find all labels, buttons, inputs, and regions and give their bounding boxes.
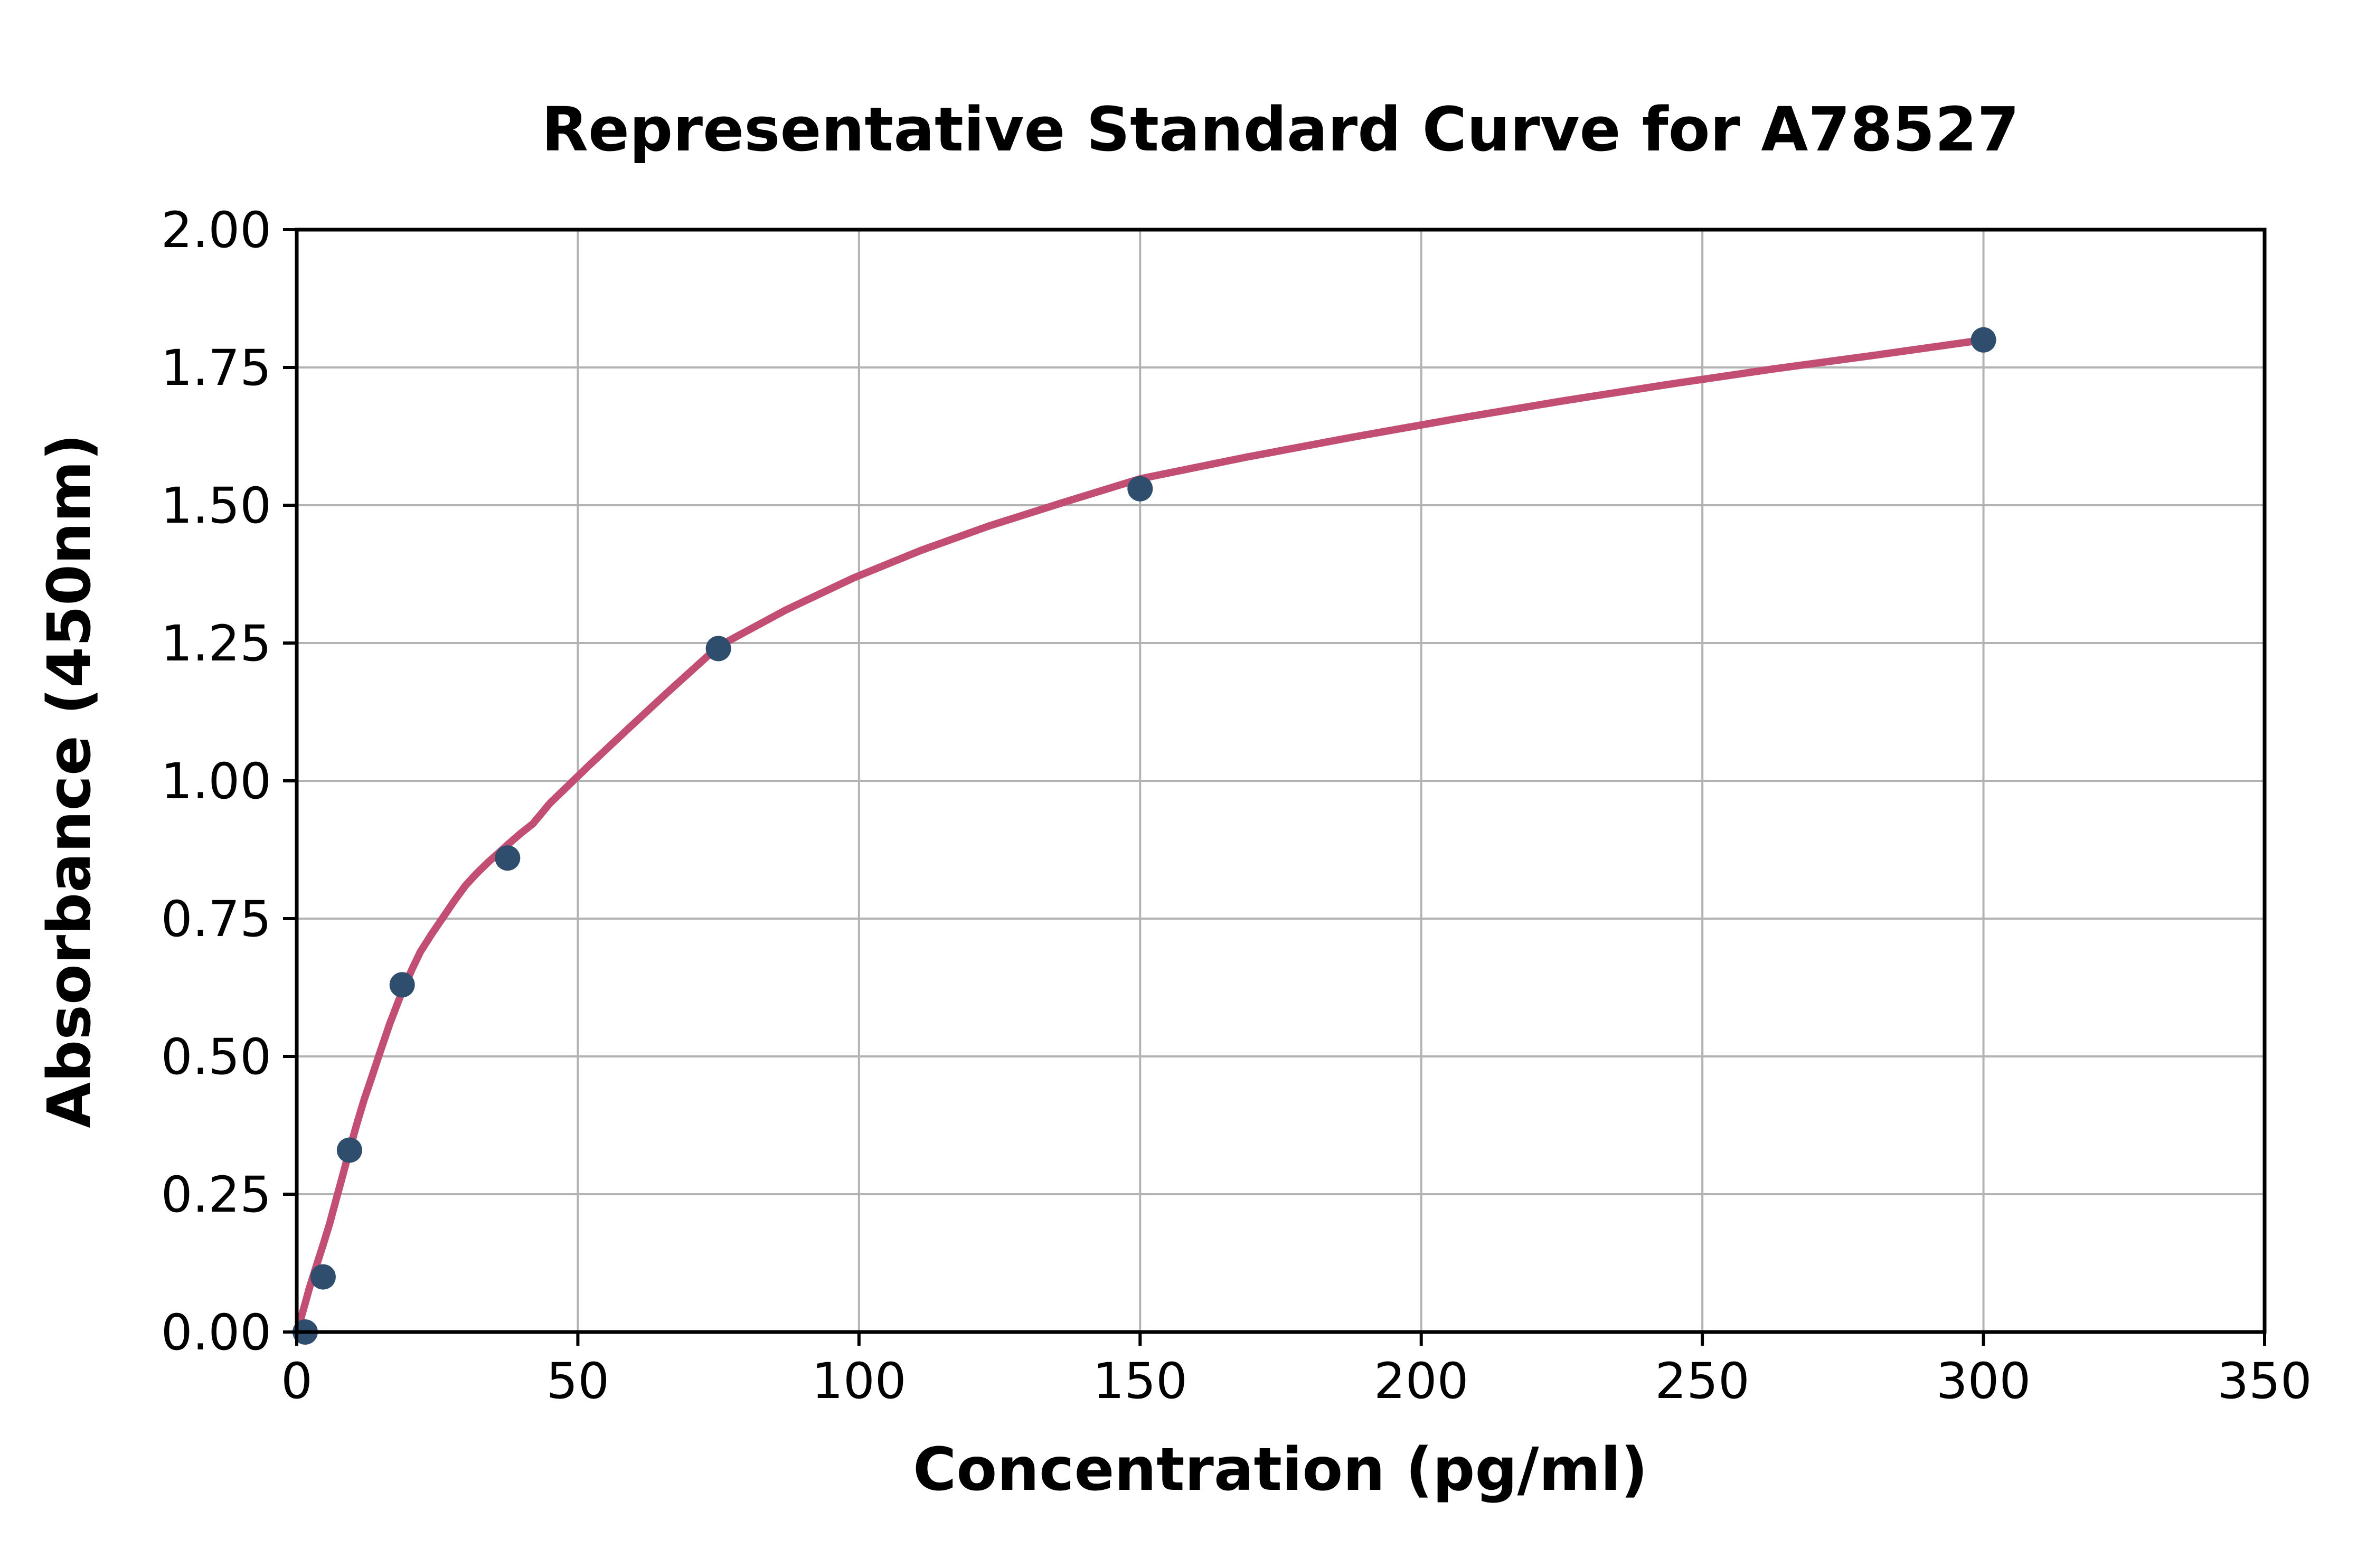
tick-labels: 0 50 100 150 200 250 300 350 0.00 0.25 0.50 0.75 1.0… [161,202,2312,1410]
y-tick-label: 0.75 [161,891,271,948]
fit-curve [295,336,1987,1336]
grid-lines [297,230,2265,1332]
chart-title: Representative Standard Curve for A78527 [542,95,2020,165]
data-point [389,972,415,998]
data-point [495,845,521,871]
x-axis-label: Concentration (pg/ml) [913,1435,1648,1504]
y-tick-label: 1.00 [161,753,271,810]
x-tick-label: 50 [546,1353,610,1410]
y-tick-label: 0.00 [161,1304,271,1362]
x-tick-label: 350 [2217,1353,2312,1410]
y-axis-label: Absorbance (450nm) [35,433,104,1128]
data-point [705,636,731,662]
x-tick-label: 300 [1936,1353,2031,1410]
data-point [1970,327,1996,353]
data-point [1127,476,1153,502]
y-tick-label: 1.50 [161,477,271,535]
data-point [310,1264,336,1290]
y-tick-label: 0.25 [161,1166,271,1224]
data-layer [293,327,1996,1345]
y-tick-label: 2.00 [161,202,271,259]
axes-layer [283,228,2267,1346]
x-tick-label: 250 [1655,1353,1749,1410]
y-tick-label: 1.25 [161,615,271,673]
x-tick-label: 150 [1093,1353,1187,1410]
data-point [336,1137,362,1163]
y-tick-label: 0.50 [161,1028,271,1086]
x-tick-label: 0 [281,1353,313,1410]
y-tick-label: 1.75 [161,339,271,397]
x-tick-label: 200 [1374,1353,1468,1410]
x-tick-label: 100 [812,1353,906,1410]
